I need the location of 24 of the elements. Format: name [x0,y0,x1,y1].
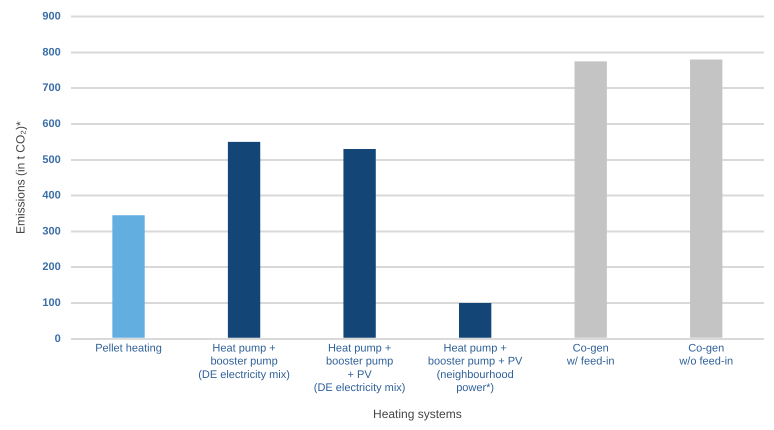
x-tick-label: Co-gen w/o feed-in [678,342,734,368]
y-tick-label: 600 [42,118,61,130]
x-tick-label: Heat pump + booster pump (DE electricity mix) [198,342,290,381]
y-tick-label: 100 [42,297,61,310]
x-axis-title: Heating systems [373,407,462,422]
y-tick-label: 0 [54,332,61,345]
y-tick-label: 800 [42,46,61,58]
x-tick-label: Co-gen w/ feed-in [566,342,615,368]
x-tick-label: Heat pump + booster pump + PV (neighbourhood power*) [428,342,524,394]
bar [343,149,376,338]
x-tick-label: Pellet heating [95,342,162,354]
bar [690,60,722,338]
y-axis-title: Emissions (in t CO₂)* [14,121,28,234]
y-tick-label: 700 [42,82,61,94]
bar [112,215,145,338]
y-tick-label: 400 [42,190,61,202]
bar [228,142,260,338]
bar [458,303,492,338]
y-tick-label: 500 [42,154,61,166]
y-tick-label: 300 [42,225,61,238]
x-tick-label: Heat pump + booster pump + PV (DE electricity mix) [314,342,406,394]
y-tick-label: 900 [42,10,61,23]
y-tick-label: 200 [42,261,61,274]
bar [574,61,607,338]
